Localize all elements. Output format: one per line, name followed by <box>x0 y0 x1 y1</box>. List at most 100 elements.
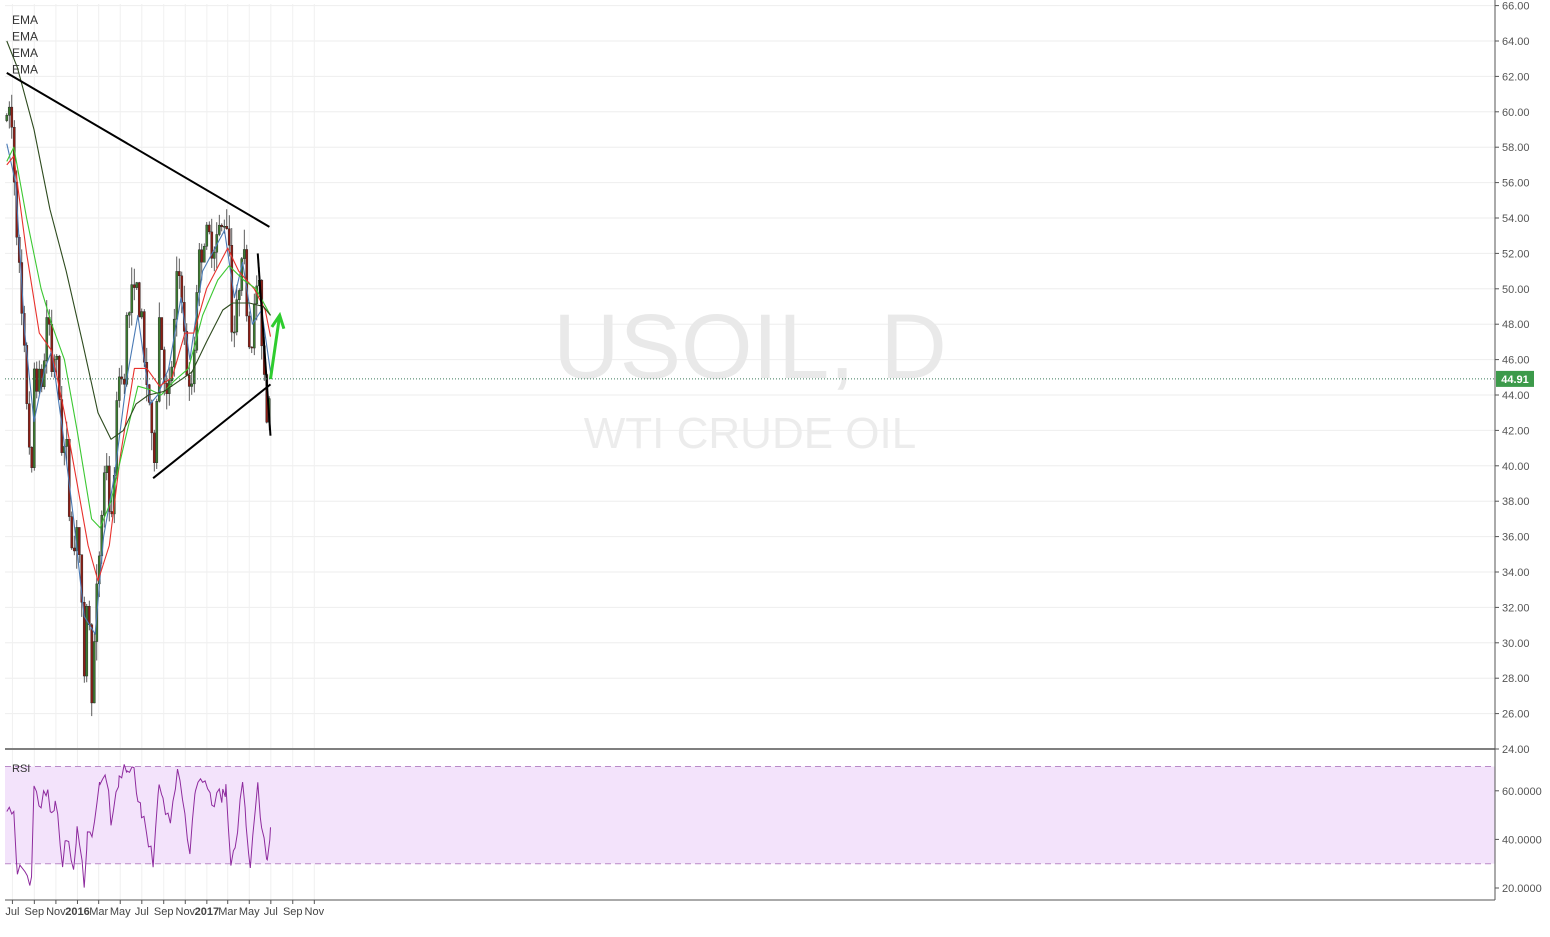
candle <box>127 311 131 329</box>
projection-arrow[interactable] <box>268 311 286 380</box>
candle <box>80 554 84 617</box>
candle <box>7 101 11 129</box>
candle <box>77 527 81 563</box>
candle <box>57 354 61 401</box>
candle <box>247 311 251 350</box>
candle-body <box>110 511 114 515</box>
candle-body <box>227 228 231 246</box>
candle <box>202 243 206 263</box>
ema-legend-label[interactable]: EMA <box>12 46 38 60</box>
candle-body <box>35 368 39 392</box>
candle-body <box>65 439 69 447</box>
candle <box>207 221 211 235</box>
y-tick-label: 64.00 <box>1502 36 1530 48</box>
candle <box>237 288 241 317</box>
candle <box>45 300 49 374</box>
candle-body <box>70 516 74 549</box>
candle-body <box>155 401 159 463</box>
candle-body <box>220 224 224 228</box>
candle <box>107 456 111 522</box>
candle-body <box>72 547 76 552</box>
rsi-pane <box>5 764 1495 888</box>
y-tick-label: 50.00 <box>1502 284 1530 296</box>
candle-body <box>25 345 29 404</box>
rsi-scale[interactable]: 20.0000 40.0000 60.0000 <box>1495 786 1542 895</box>
candle <box>5 113 9 123</box>
ema-legend-label[interactable]: EMA <box>12 30 38 44</box>
candle-body <box>27 403 31 448</box>
candle-body <box>187 374 191 387</box>
candle-body <box>122 378 126 385</box>
candle <box>120 365 124 385</box>
candle-body <box>50 324 54 372</box>
y-tick-label: 26.00 <box>1502 709 1530 721</box>
candle <box>130 267 134 326</box>
ema-line-2 <box>6 155 272 582</box>
price-scale[interactable]: 24.00 26.00 28.00 30.00 32.00 34.00 36.00 38.00… <box>1495 1 1530 756</box>
candle-body <box>87 606 91 625</box>
y-tick-label: 24.00 <box>1502 744 1530 756</box>
candle-body <box>177 271 181 277</box>
x-tick-label: Mar <box>218 906 237 918</box>
y-tick-label: 60.00 <box>1502 107 1530 119</box>
trendline-2[interactable] <box>152 383 272 479</box>
candle-body <box>82 602 86 677</box>
last-price-badge <box>1496 370 1534 387</box>
trendline-3[interactable] <box>256 253 272 436</box>
ema-legend-label[interactable]: EMA <box>12 13 38 27</box>
rsi-band <box>5 766 1495 864</box>
trendline-1[interactable] <box>6 71 270 228</box>
candle <box>250 346 254 354</box>
candle-body <box>5 115 9 121</box>
x-tick-label: 2016 <box>65 906 89 918</box>
x-tick-label: Sep <box>283 906 303 918</box>
candle-body <box>10 106 14 128</box>
candle <box>235 284 239 336</box>
candle-body <box>90 624 94 704</box>
ema-line-1 <box>6 143 272 635</box>
x-tick-label: Jul <box>135 906 149 918</box>
rsi-tick-label: 20.0000 <box>1502 883 1542 895</box>
candle-body <box>232 331 236 334</box>
candle-body <box>222 226 226 228</box>
candle-body <box>77 527 81 555</box>
projection-arrow-shaft <box>268 315 282 380</box>
y-tick-label: 30.00 <box>1502 638 1530 650</box>
candle-body <box>102 472 106 516</box>
y-tick-label: 36.00 <box>1502 532 1530 544</box>
candle-body <box>217 224 221 235</box>
rsi-legend-label[interactable]: RSI <box>12 763 30 775</box>
y-tick-label: 62.00 <box>1502 71 1530 83</box>
y-tick-label: 54.00 <box>1502 213 1530 225</box>
x-tick-label: 2017 <box>195 906 219 918</box>
candle-body <box>80 554 84 603</box>
y-tick-label: 40.00 <box>1502 461 1530 473</box>
candle-body <box>207 224 211 233</box>
y-tick-label: 66.00 <box>1502 1 1530 13</box>
ema-line-4 <box>6 40 271 440</box>
x-tick-label: May <box>239 906 260 918</box>
candle-body <box>127 312 131 316</box>
candle-body <box>7 106 11 116</box>
candle-body <box>37 368 41 392</box>
trendlines[interactable] <box>6 71 272 479</box>
candle-body <box>117 376 121 401</box>
candle <box>242 229 246 265</box>
candle <box>205 222 209 250</box>
ema-legend[interactable]: EMA EMA EMA EMA <box>12 13 38 77</box>
candle <box>70 511 74 550</box>
time-scale[interactable]: Jul Sep Nov 2016 Mar May Jul Sep Nov 2017 Mar May Ju… <box>5 900 325 918</box>
candle-body <box>250 346 254 349</box>
candle-body <box>205 224 209 247</box>
rsi-line <box>6 764 271 888</box>
x-tick-label: Jul <box>5 906 19 918</box>
x-tick-label: Jul <box>264 906 278 918</box>
candle-body <box>150 402 154 434</box>
candle-body <box>237 290 241 300</box>
candle-body <box>212 252 216 259</box>
gridlines <box>5 4 1495 900</box>
ema-legend-label[interactable]: EMA <box>12 63 38 77</box>
candle-body <box>157 317 161 402</box>
candle-body <box>130 284 134 313</box>
